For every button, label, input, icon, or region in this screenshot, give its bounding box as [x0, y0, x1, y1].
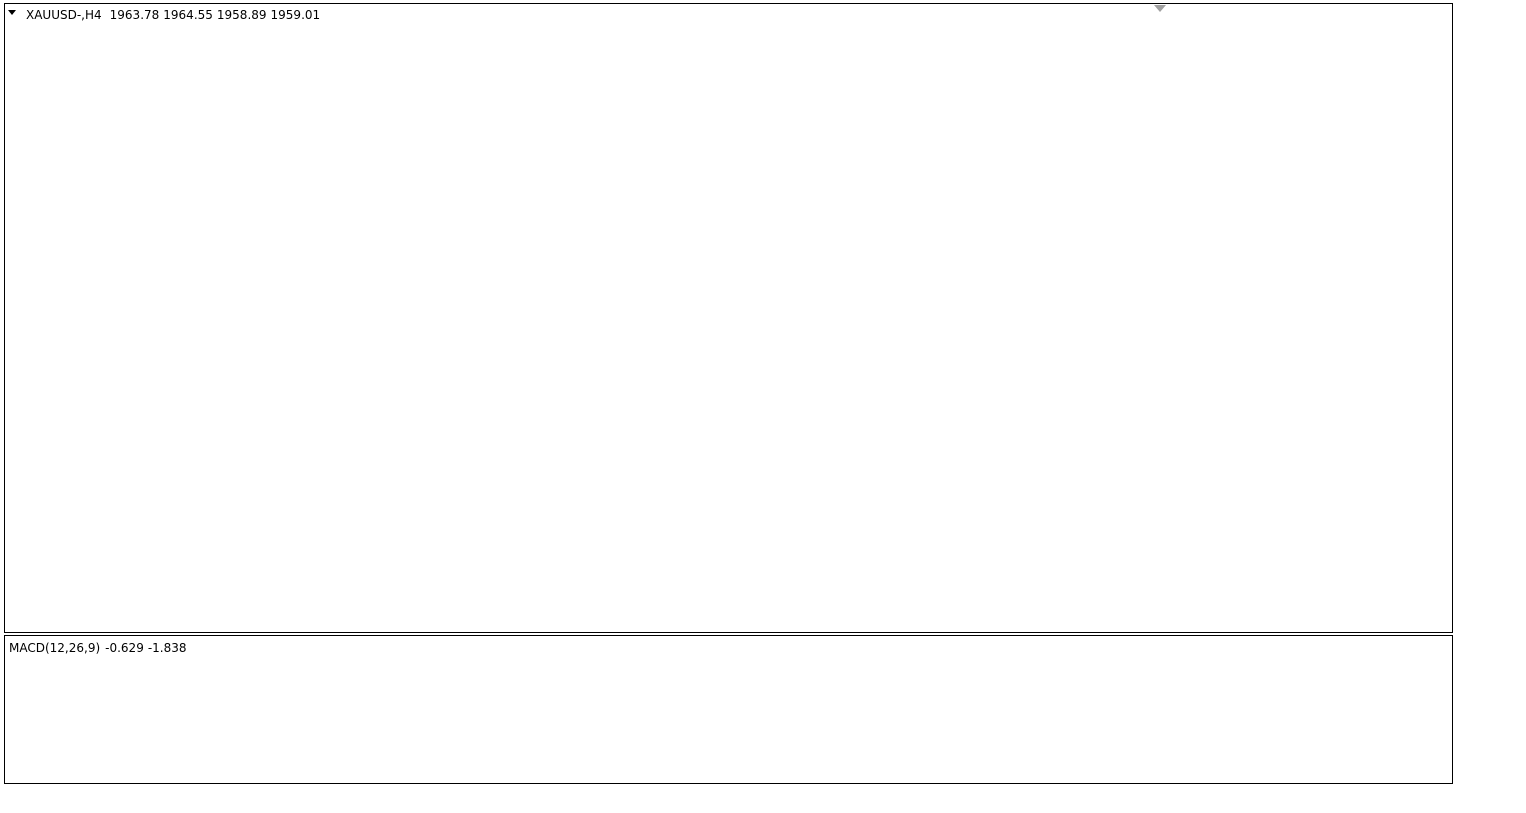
symbol: XAUUSD-,H4: [26, 8, 102, 22]
header-high: 1964.55: [163, 8, 213, 22]
macd-pane-frame: [4, 635, 1453, 784]
macd-name: MACD(12,26,9): [9, 641, 100, 655]
header-close: 1959.01: [271, 8, 321, 22]
shift-marker[interactable]: [1154, 5, 1166, 12]
header: XAUUSD-,H4 1963.78 1964.55 1958.89 1959.01: [26, 8, 320, 22]
menu-arrow[interactable]: [8, 10, 16, 15]
macd-signal-last: -1.838: [148, 641, 187, 655]
main-pane-frame: [4, 3, 1453, 633]
header-open: 1963.78: [110, 8, 160, 22]
header-low: 1958.89: [217, 8, 267, 22]
macd-header: MACD(12,26,9) -0.629 -1.838: [9, 641, 187, 655]
macd-histogram-last: -0.629: [105, 641, 144, 655]
